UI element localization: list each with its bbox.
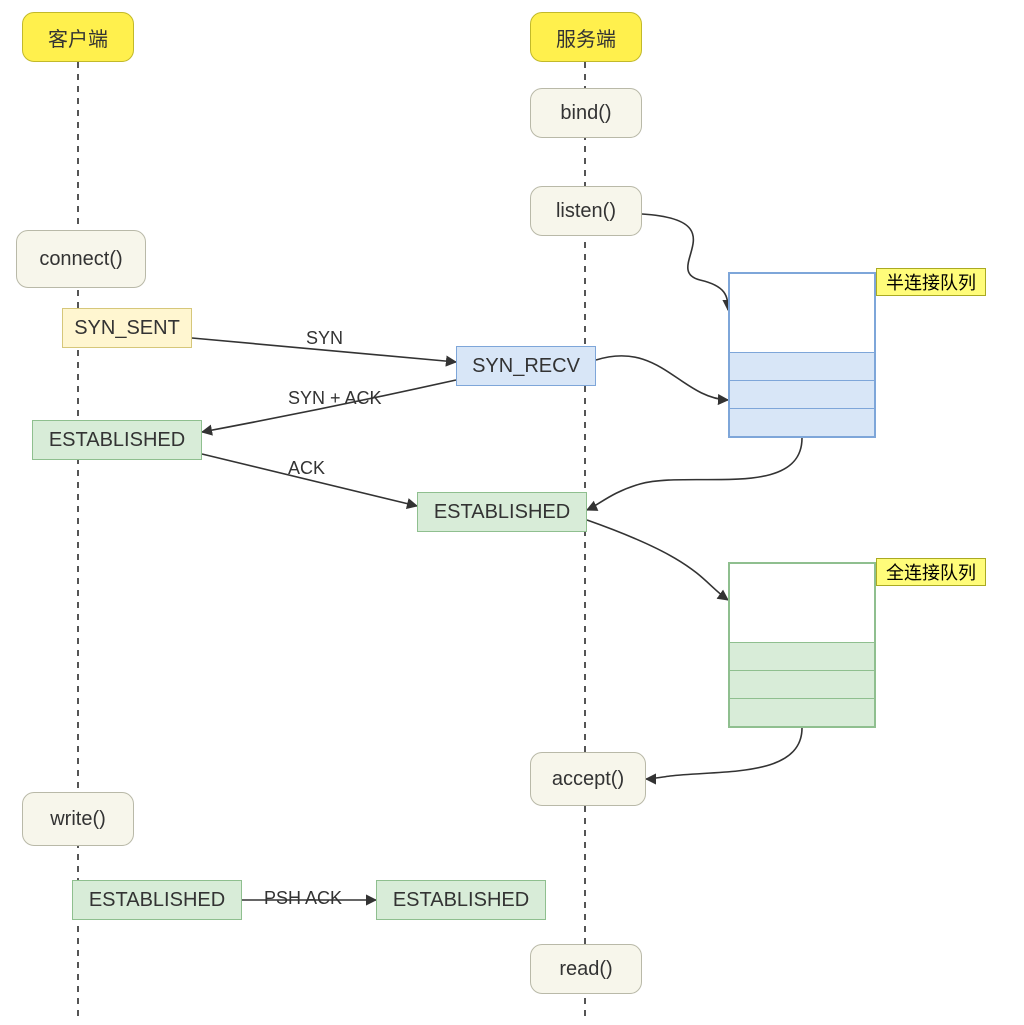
node-syn_sent: SYN_SENT bbox=[62, 308, 192, 348]
node-server: 服务端 bbox=[530, 12, 642, 62]
edge-label-pshack: PSH ACK bbox=[264, 888, 342, 909]
node-est_client: ESTABLISHED bbox=[32, 420, 202, 460]
node-listen: listen() bbox=[530, 186, 642, 236]
node-est_client2: ESTABLISHED bbox=[72, 880, 242, 920]
node-connect: connect() bbox=[16, 230, 146, 288]
node-bind: bind() bbox=[530, 88, 642, 138]
queue-half-row bbox=[730, 380, 874, 408]
edge-est-to-full bbox=[587, 520, 728, 600]
node-syn_recv: SYN_RECV bbox=[456, 346, 596, 386]
edge-label-synack: SYN + ACK bbox=[288, 388, 382, 409]
node-est_server: ESTABLISHED bbox=[417, 492, 587, 532]
queue-half-row bbox=[730, 408, 874, 436]
edge-label-syn: SYN bbox=[306, 328, 343, 349]
edge-synrecv-to-half bbox=[596, 356, 728, 400]
queue-full bbox=[728, 562, 876, 728]
queue-label-full: 全连接队列 bbox=[876, 558, 986, 586]
node-read: read() bbox=[530, 944, 642, 994]
queue-full-row bbox=[730, 642, 874, 670]
node-client: 客户端 bbox=[22, 12, 134, 62]
node-est_server2: ESTABLISHED bbox=[376, 880, 546, 920]
queue-full-row bbox=[730, 698, 874, 726]
node-accept: accept() bbox=[530, 752, 646, 806]
node-write: write() bbox=[22, 792, 134, 846]
queue-label-half: 半连接队列 bbox=[876, 268, 986, 296]
queue-full-row bbox=[730, 670, 874, 698]
queue-half-row bbox=[730, 352, 874, 380]
edge-listen-to-half bbox=[642, 214, 728, 310]
edge-half-to-est bbox=[587, 438, 802, 510]
edge-full-to-accept bbox=[646, 728, 802, 779]
queue-half bbox=[728, 272, 876, 438]
edge-label-ack: ACK bbox=[288, 458, 325, 479]
